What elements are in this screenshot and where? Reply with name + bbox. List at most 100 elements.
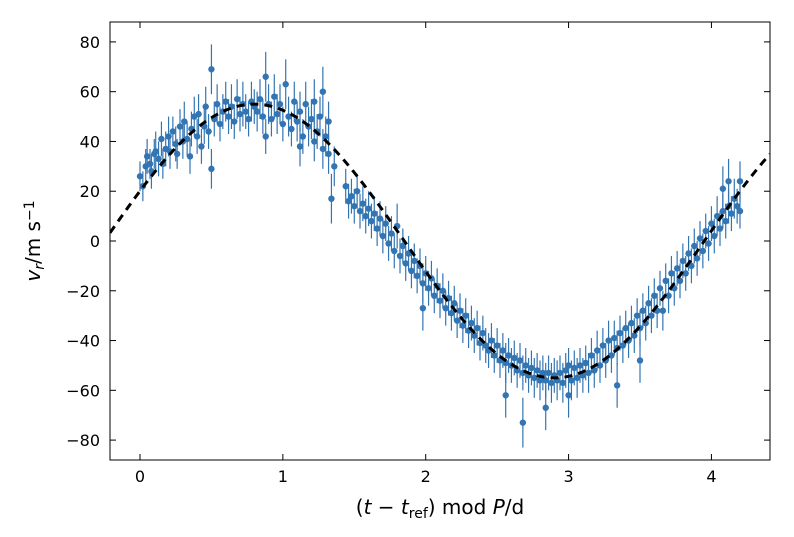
data-point bbox=[137, 173, 143, 179]
data-point bbox=[594, 347, 600, 353]
data-point bbox=[583, 360, 589, 366]
data-point bbox=[605, 337, 611, 343]
data-point bbox=[291, 98, 297, 104]
data-point bbox=[528, 365, 534, 371]
data-point bbox=[657, 285, 663, 291]
data-point bbox=[460, 322, 466, 328]
x-tick-label: 1 bbox=[278, 467, 288, 486]
data-point bbox=[283, 81, 289, 87]
data-point bbox=[174, 151, 180, 157]
data-point bbox=[328, 195, 334, 201]
data-point bbox=[705, 240, 711, 246]
data-point bbox=[317, 113, 323, 119]
data-point bbox=[385, 240, 391, 246]
data-point bbox=[311, 98, 317, 104]
data-point bbox=[480, 330, 486, 336]
y-tick-label: 40 bbox=[80, 132, 100, 151]
data-point bbox=[354, 188, 360, 194]
data-point bbox=[331, 163, 337, 169]
x-tick-label: 3 bbox=[563, 467, 573, 486]
y-tick-label: −60 bbox=[66, 381, 100, 400]
y-tick-label: −40 bbox=[66, 332, 100, 351]
data-point bbox=[271, 93, 277, 99]
data-point bbox=[560, 380, 566, 386]
data-point bbox=[223, 98, 229, 104]
y-tick-label: −20 bbox=[66, 282, 100, 301]
data-point bbox=[153, 148, 159, 154]
y-tick-label: 0 bbox=[90, 232, 100, 251]
data-point bbox=[320, 88, 326, 94]
data-point bbox=[585, 370, 591, 376]
data-point bbox=[363, 213, 369, 219]
data-point bbox=[737, 178, 743, 184]
data-point bbox=[263, 133, 269, 139]
data-point bbox=[611, 335, 617, 341]
data-point bbox=[260, 113, 266, 119]
data-point bbox=[254, 108, 260, 114]
data-point bbox=[703, 228, 709, 234]
data-point bbox=[511, 355, 517, 361]
data-point bbox=[383, 220, 389, 226]
rv-phase-plot: 01234−80−60−40−20020406080(t − tref) mod… bbox=[0, 0, 794, 537]
chart-svg: 01234−80−60−40−20020406080(t − tref) mod… bbox=[0, 0, 794, 537]
data-point bbox=[208, 66, 214, 72]
data-point bbox=[173, 141, 179, 147]
data-point bbox=[545, 370, 551, 376]
data-point bbox=[277, 101, 283, 107]
y-tick-label: 20 bbox=[80, 182, 100, 201]
data-point bbox=[420, 280, 426, 286]
data-point bbox=[628, 320, 634, 326]
data-point bbox=[720, 208, 726, 214]
data-point bbox=[351, 203, 357, 209]
data-point bbox=[443, 305, 449, 311]
data-point bbox=[617, 330, 623, 336]
data-point bbox=[343, 183, 349, 189]
data-point bbox=[623, 325, 629, 331]
data-point bbox=[523, 362, 529, 368]
data-point bbox=[534, 367, 540, 373]
data-point bbox=[198, 143, 204, 149]
data-point bbox=[388, 230, 394, 236]
data-point bbox=[257, 96, 263, 102]
data-point bbox=[308, 116, 314, 122]
data-point bbox=[700, 248, 706, 254]
data-point bbox=[205, 128, 211, 134]
data-point bbox=[565, 392, 571, 398]
data-point bbox=[374, 225, 380, 231]
data-point bbox=[577, 362, 583, 368]
data-point bbox=[574, 375, 580, 381]
x-tick-label: 0 bbox=[135, 467, 145, 486]
data-point bbox=[391, 248, 397, 254]
data-point bbox=[208, 166, 214, 172]
data-point bbox=[728, 210, 734, 216]
data-point bbox=[297, 143, 303, 149]
data-point bbox=[147, 161, 153, 167]
data-point bbox=[231, 118, 237, 124]
data-point bbox=[557, 370, 563, 376]
data-point bbox=[548, 380, 554, 386]
data-point bbox=[184, 136, 190, 142]
data-point bbox=[677, 278, 683, 284]
data-point bbox=[403, 260, 409, 266]
data-point bbox=[494, 342, 500, 348]
data-point bbox=[408, 268, 414, 274]
data-point bbox=[320, 146, 326, 152]
data-point bbox=[725, 178, 731, 184]
data-point bbox=[348, 193, 354, 199]
data-point bbox=[303, 101, 309, 107]
data-point bbox=[371, 210, 377, 216]
data-point bbox=[158, 136, 164, 142]
data-point bbox=[357, 208, 363, 214]
data-point bbox=[694, 255, 700, 261]
data-point bbox=[431, 293, 437, 299]
data-point bbox=[505, 352, 511, 358]
data-point bbox=[568, 377, 574, 383]
data-point bbox=[187, 153, 193, 159]
data-point bbox=[691, 243, 697, 249]
data-point bbox=[274, 111, 280, 117]
data-point bbox=[614, 382, 620, 388]
data-point bbox=[723, 218, 729, 224]
data-point bbox=[645, 300, 651, 306]
y-tick-label: −80 bbox=[66, 431, 100, 450]
data-point bbox=[531, 375, 537, 381]
